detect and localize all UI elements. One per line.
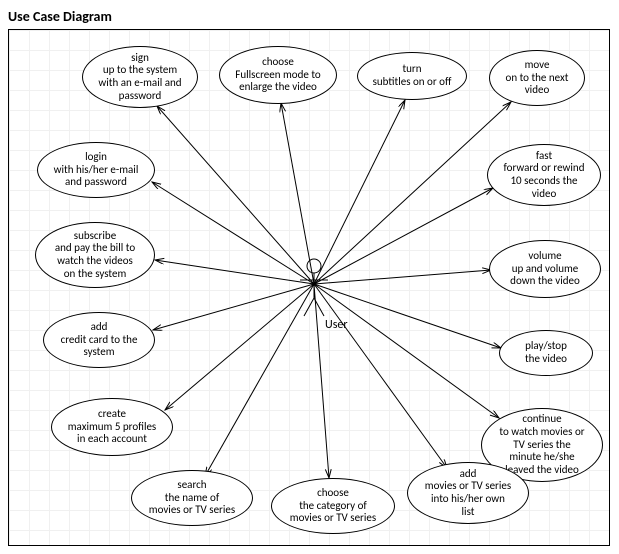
uc-playstop-label: play/stop the video — [525, 340, 567, 365]
uc-ffrewind: fast forward or rewind 10 seconds the vi… — [487, 144, 601, 206]
uc-addlist-label: add movies or TV series into his/her own… — [425, 468, 511, 519]
uc-next: move on to the next video — [489, 50, 585, 106]
uc-addcard-label: add credit card to the system — [61, 321, 138, 359]
uc-volume-label: volume up and volume down the video — [510, 250, 580, 288]
uc-search: search the name of movies or TV series — [131, 470, 253, 526]
uc-fullscreen: choose Fullscreen mode to enlarge the vi… — [219, 46, 337, 104]
uc-subscribe-label: subscribe and pay the bill to watch the … — [55, 230, 135, 281]
diagram-title: Use Case Diagram — [8, 8, 611, 25]
uc-continue-label: continue to watch movies or TV series th… — [499, 413, 584, 476]
uc-login: login with his/her e-mail and password — [37, 142, 155, 198]
uc-signup-label: sign up to the system with an e-mail and… — [98, 52, 181, 103]
uc-search-label: search the name of movies or TV series — [149, 479, 235, 517]
uc-profiles-label: create maximum 5 profiles in each accoun… — [68, 408, 157, 446]
uc-ffrewind-label: fast forward or rewind 10 seconds the vi… — [504, 150, 585, 201]
uc-volume: volume up and volume down the video — [489, 240, 601, 298]
uc-playstop: play/stop the video — [499, 330, 593, 376]
uc-subscribe: subscribe and pay the bill to watch the … — [35, 222, 155, 288]
actor-label: User — [325, 318, 348, 332]
uc-addlist: add movies or TV series into his/her own… — [407, 462, 529, 524]
diagram-frame: sign up to the system with an e-mail and… — [8, 29, 610, 546]
uc-fullscreen-label: choose Fullscreen mode to enlarge the vi… — [235, 56, 320, 94]
uc-addcard: add credit card to the system — [43, 312, 155, 368]
uc-signup: sign up to the system with an e-mail and… — [82, 46, 198, 108]
uc-category: choose the category of movies or TV seri… — [271, 478, 395, 534]
uc-category-label: choose the category of movies or TV seri… — [290, 487, 376, 525]
uc-login-label: login with his/her e-mail and password — [54, 151, 139, 189]
uc-subtitles: turn subtitles on or off — [357, 52, 467, 100]
uc-next-label: move on to the next video — [506, 59, 569, 97]
uc-subtitles-label: turn subtitles on or off — [373, 63, 452, 88]
uc-profiles: create maximum 5 profiles in each accoun… — [51, 398, 173, 456]
